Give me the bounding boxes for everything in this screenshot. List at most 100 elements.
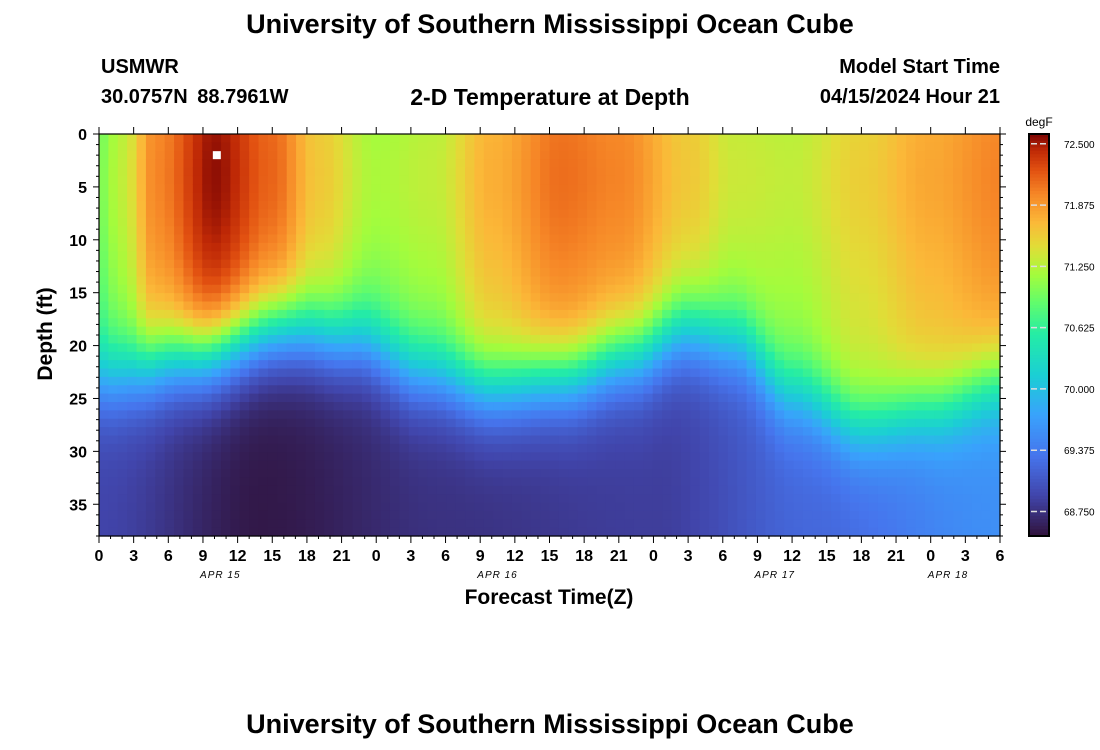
heatmap-cell <box>108 226 119 236</box>
heatmap-cell <box>465 301 476 311</box>
heatmap-cell <box>455 134 466 143</box>
heatmap-cell <box>380 443 391 453</box>
heatmap-cell <box>596 494 607 504</box>
heatmap-cell <box>831 376 842 386</box>
heatmap-cell <box>192 175 203 185</box>
heatmap-cell <box>465 485 476 495</box>
heatmap-cell <box>981 226 992 236</box>
heatmap-cell <box>605 226 616 236</box>
heatmap-cell <box>455 452 466 462</box>
heatmap-cell <box>915 251 926 261</box>
colorbar-segment <box>1029 351 1049 356</box>
heatmap-cell <box>474 485 485 495</box>
heatmap-cell <box>755 460 766 470</box>
heatmap-cell <box>662 460 673 470</box>
heatmap-cell <box>906 184 917 194</box>
heatmap-cell <box>427 259 438 269</box>
heatmap-cell <box>605 477 616 487</box>
heatmap-cell <box>831 226 842 236</box>
heatmap-cell <box>643 259 654 269</box>
heatmap-cell <box>418 460 429 470</box>
heatmap-cell <box>812 284 823 294</box>
heatmap-cell <box>127 452 138 462</box>
heatmap-cell <box>549 452 560 462</box>
heatmap-cell <box>296 284 307 294</box>
heatmap-cell <box>718 519 729 529</box>
heatmap-cell <box>174 184 185 194</box>
heatmap-cell <box>793 519 804 529</box>
heatmap-cell <box>793 226 804 236</box>
heatmap-cell <box>587 343 598 353</box>
heatmap-cell <box>183 276 194 286</box>
heatmap-cell <box>314 326 325 336</box>
heatmap-cell <box>633 485 644 495</box>
heatmap-cell <box>211 276 222 286</box>
heatmap-cell <box>671 494 682 504</box>
heatmap-cell <box>521 410 532 420</box>
heatmap-cell <box>258 242 269 252</box>
heatmap-cell <box>155 527 166 537</box>
heatmap-cell <box>267 209 278 219</box>
heatmap-cell <box>690 469 701 478</box>
heatmap-cell <box>127 284 138 294</box>
heatmap-cell <box>436 175 447 185</box>
colorbar-segment <box>1029 224 1049 229</box>
heatmap-cell <box>633 217 644 227</box>
heatmap-cell <box>690 259 701 269</box>
heatmap-cell <box>474 209 485 219</box>
heatmap-cell <box>906 326 917 336</box>
heatmap-cell <box>633 134 644 143</box>
heatmap-cell <box>333 134 344 143</box>
heatmap-cell <box>840 284 851 294</box>
heatmap-cell <box>343 393 354 403</box>
heatmap-cell <box>821 293 832 303</box>
heatmap-cell <box>812 209 823 219</box>
heatmap-cell <box>924 427 935 437</box>
heatmap-cell <box>821 494 832 504</box>
heatmap-cell <box>408 510 419 520</box>
heatmap-cell <box>962 335 973 344</box>
heatmap-cell <box>474 217 485 227</box>
heatmap-cell <box>380 142 391 152</box>
heatmap-cell <box>765 360 776 370</box>
heatmap-cell <box>906 309 917 319</box>
heatmap-cell <box>427 335 438 344</box>
heatmap-cell <box>605 385 616 395</box>
heatmap-cell <box>183 427 194 437</box>
heatmap-cell <box>164 268 175 277</box>
heatmap-cell <box>896 217 907 227</box>
heatmap-cell <box>258 201 269 210</box>
heatmap-cell <box>174 469 185 478</box>
heatmap-cell <box>239 519 250 529</box>
heatmap-cell <box>352 368 363 378</box>
colorbar-segment <box>1029 388 1049 393</box>
heatmap-cell <box>361 435 372 445</box>
heatmap-cell <box>981 410 992 420</box>
heatmap-cell <box>906 469 917 478</box>
colorbar-segment <box>1029 197 1049 202</box>
heatmap-cell <box>643 150 654 160</box>
heatmap-cell <box>793 259 804 269</box>
heatmap-cell <box>99 192 109 202</box>
heatmap-cell <box>164 318 175 328</box>
heatmap-cell <box>633 276 644 286</box>
heatmap-cell <box>511 259 522 269</box>
heatmap-cell <box>230 301 241 311</box>
heatmap-cell <box>117 443 128 453</box>
heatmap-cell <box>145 335 156 344</box>
heatmap-cell <box>868 477 879 487</box>
heatmap-cell <box>239 226 250 236</box>
heatmap-cell <box>136 150 147 160</box>
heatmap-cell <box>633 510 644 520</box>
heatmap-cell <box>174 318 185 328</box>
heatmap-cell <box>699 251 710 261</box>
heatmap-cell <box>774 142 785 152</box>
heatmap-cell <box>849 301 860 311</box>
heatmap-cell <box>699 134 710 143</box>
heatmap-cell <box>662 469 673 478</box>
heatmap-cell <box>483 385 494 395</box>
heatmap-cell <box>680 443 691 453</box>
heatmap-cell <box>343 385 354 395</box>
station-name: USMWR <box>101 56 179 78</box>
